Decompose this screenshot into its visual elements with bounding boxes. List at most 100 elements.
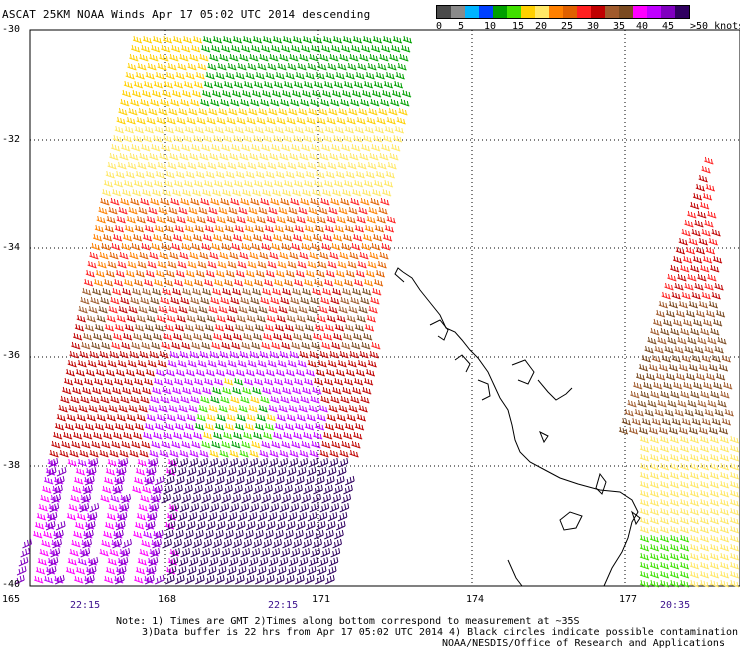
wind-barb	[387, 161, 397, 170]
wind-barb	[219, 152, 229, 161]
wind-barb	[195, 574, 205, 585]
wind-barb	[216, 413, 227, 422]
wind-barb	[729, 570, 740, 579]
wind-barb	[197, 260, 207, 269]
wind-barb	[709, 489, 720, 498]
wind-barb	[371, 44, 381, 53]
wind-barb	[212, 332, 223, 341]
wind-barb	[339, 251, 349, 260]
wind-barb	[179, 449, 189, 458]
wind-barb	[213, 80, 224, 89]
wind-barb	[272, 188, 282, 197]
wind-barb	[172, 538, 182, 549]
wind-barb	[42, 485, 52, 494]
wind-barb	[300, 197, 310, 206]
wind-barb	[651, 417, 662, 426]
wind-barb	[323, 431, 333, 440]
wind-barb	[218, 457, 229, 468]
wind-barb	[237, 511, 248, 522]
wind-barb	[381, 44, 391, 53]
wind-barb	[211, 89, 222, 98]
wind-barb	[157, 260, 167, 269]
wind-barb	[273, 179, 284, 188]
wind-barb	[352, 386, 362, 395]
wind-barb	[649, 489, 660, 498]
wind-barb	[215, 170, 225, 179]
wind-barb	[263, 484, 273, 495]
wind-barb	[319, 502, 330, 513]
wind-barb	[218, 556, 229, 567]
wind-barb	[343, 484, 353, 495]
wind-barb	[347, 260, 357, 269]
wind-barb	[308, 457, 319, 468]
wind-barb	[624, 408, 634, 417]
wind-barb	[221, 143, 231, 152]
wind-barb	[83, 377, 94, 386]
wind-barb	[274, 323, 285, 332]
wind-barb	[320, 98, 330, 107]
wind-barb	[295, 269, 306, 278]
wind-barb	[80, 395, 90, 404]
wind-barb	[287, 161, 297, 170]
wind-barb	[298, 107, 308, 116]
wind-barb	[139, 251, 149, 260]
wind-barb	[697, 399, 707, 408]
wind-barb	[709, 498, 720, 507]
wind-barb	[182, 35, 193, 44]
wind-barb	[83, 476, 94, 485]
wind-barb	[75, 467, 86, 476]
wind-barb	[660, 327, 670, 336]
wind-barb	[199, 350, 209, 359]
wind-barb	[655, 309, 666, 318]
legend-label: 20	[535, 21, 548, 32]
wind-barb	[168, 503, 178, 512]
wind-barb	[353, 377, 364, 386]
wind-barb	[192, 134, 203, 143]
wind-barb	[325, 574, 335, 585]
wind-barb	[221, 440, 231, 449]
wind-barb	[152, 386, 162, 395]
wind-barb	[650, 390, 660, 399]
wind-barb	[252, 287, 262, 296]
wind-barb	[253, 377, 264, 386]
wind-barb	[689, 561, 700, 570]
wind-barb	[249, 449, 259, 458]
wind-barb	[361, 341, 371, 350]
wind-barb	[151, 44, 161, 53]
wind-barb	[228, 107, 238, 116]
wind-barb	[241, 44, 251, 53]
wind-barb	[284, 422, 295, 431]
legend-swatch	[549, 6, 563, 18]
wind-barb	[250, 296, 260, 305]
wind-barb	[240, 197, 250, 206]
wind-barb	[669, 561, 680, 570]
wind-barb	[333, 484, 343, 495]
wind-barb	[251, 242, 261, 251]
wind-barb	[659, 471, 670, 480]
wind-barb	[120, 547, 131, 558]
wind-barb	[101, 341, 111, 350]
wind-barb	[179, 502, 190, 513]
wind-barb	[88, 404, 98, 413]
wind-barb	[34, 575, 44, 584]
wind-barb	[114, 224, 125, 233]
wind-barb	[72, 485, 82, 494]
lat-label: -32	[2, 134, 21, 145]
wind-barb	[322, 287, 332, 296]
wind-barb	[199, 152, 209, 161]
wind-barb	[699, 471, 710, 480]
wind-barb	[143, 377, 154, 386]
wind-barb	[113, 179, 124, 188]
wind-barb	[267, 511, 278, 522]
wind-barb	[251, 493, 262, 504]
wind-barb	[211, 242, 221, 251]
wind-barb	[117, 161, 127, 170]
wind-barb	[350, 395, 360, 404]
legend-swatch	[591, 6, 605, 18]
wind-barb	[159, 152, 169, 161]
wind-barb	[679, 570, 690, 579]
wind-barb	[679, 453, 690, 462]
wind-barb	[47, 557, 57, 566]
wind-barb	[297, 511, 308, 522]
wind-barb	[327, 62, 337, 71]
